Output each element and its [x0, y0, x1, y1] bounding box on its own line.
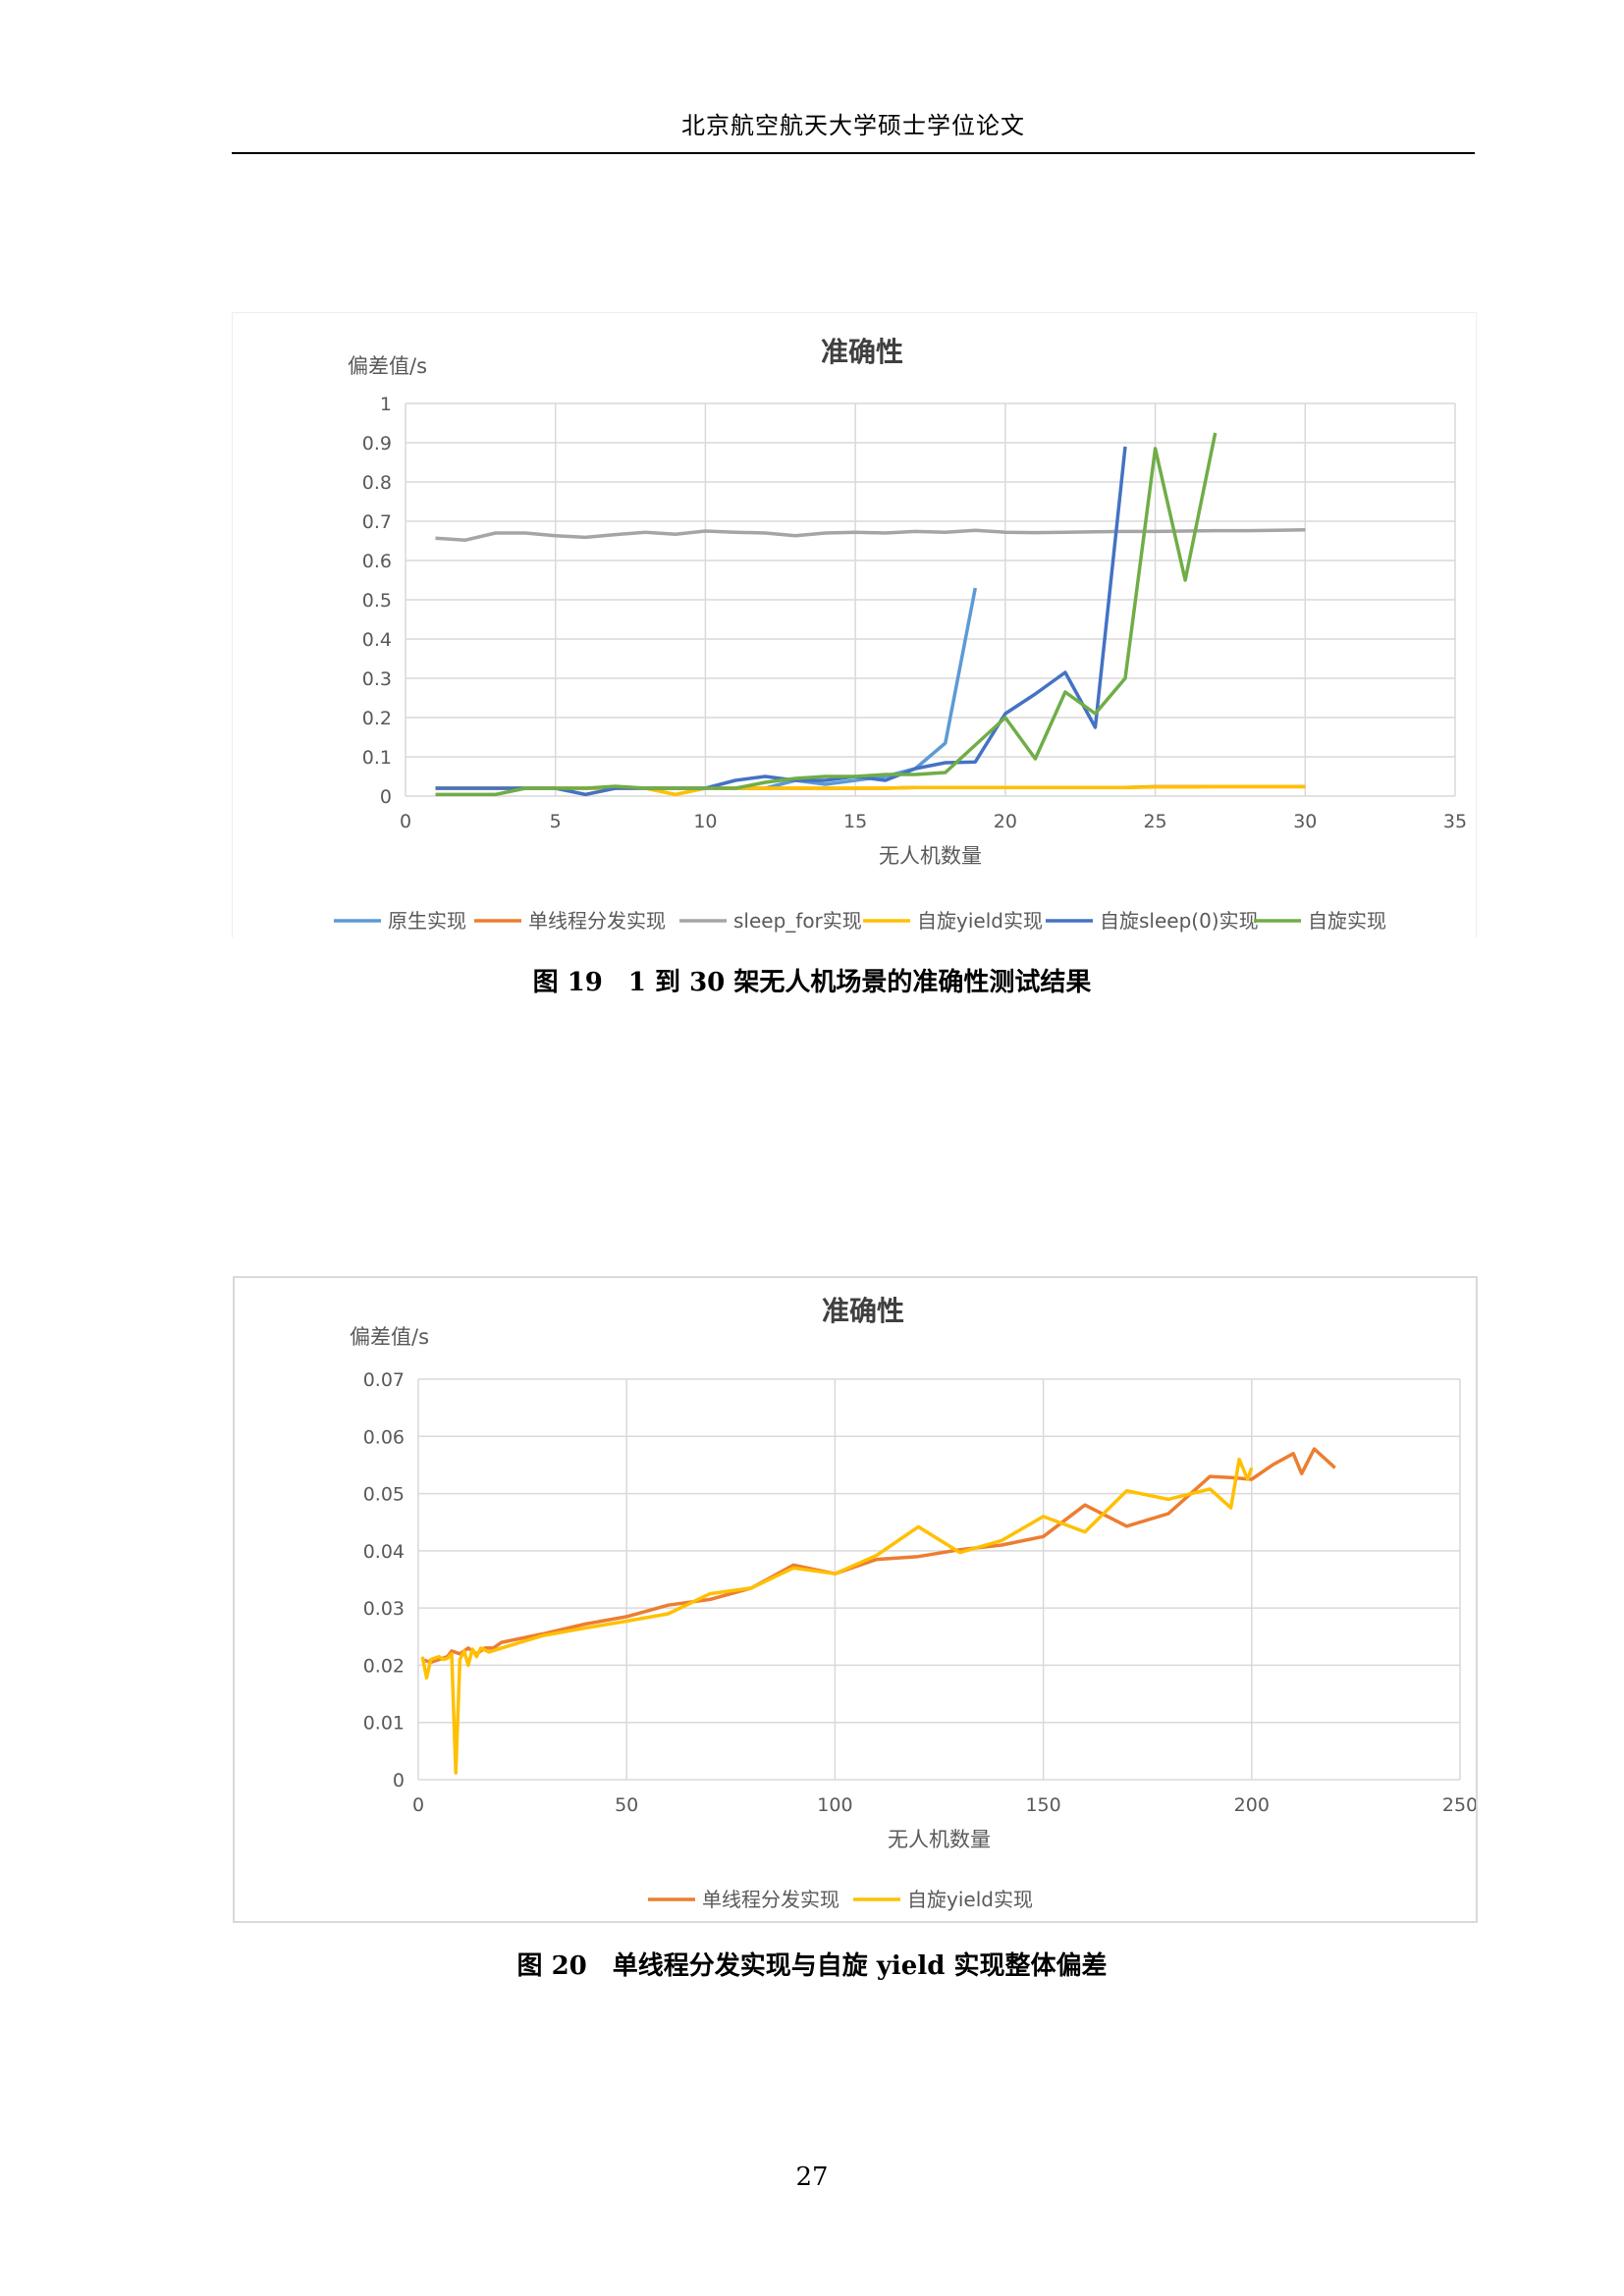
- series-line-3: [435, 528, 1306, 542]
- series-line-2: [420, 1457, 1254, 1775]
- header-rule: [232, 152, 1475, 154]
- y-tick-label: 0.2: [362, 708, 392, 729]
- series-line-6: [435, 432, 1218, 797]
- x-tick-label: 30: [1293, 811, 1317, 832]
- x-axis-label: 无人机数量: [888, 1828, 991, 1851]
- x-tick-label: 0: [400, 811, 411, 832]
- x-axis-label: 无人机数量: [879, 844, 982, 868]
- y-tick-label: 0.5: [362, 590, 392, 612]
- y-tick-label: 0.4: [362, 629, 392, 651]
- y-axis-label: 偏差值/s: [348, 354, 427, 378]
- y-tick-label: 0.05: [363, 1484, 405, 1506]
- legend-label-5: 自旋sleep(0)实现: [1100, 909, 1259, 933]
- y-axis-label: 偏差值/s: [350, 1325, 429, 1349]
- y-tick-label: 0.7: [362, 511, 392, 533]
- x-tick-label: 150: [1025, 1794, 1060, 1816]
- legend-label-6: 自旋实现: [1308, 909, 1386, 933]
- y-tick-label: 0.04: [363, 1541, 405, 1563]
- y-tick-label: 1: [380, 394, 392, 415]
- x-tick-label: 0: [412, 1794, 424, 1816]
- legend-label-1: 单线程分发实现: [702, 1888, 839, 1911]
- x-tick-label: 200: [1234, 1794, 1270, 1816]
- figure-19-caption: 图 19 1 到 30 架无人机场景的准确性测试结果: [532, 968, 1092, 997]
- legend-label-3: sleep_for实现: [733, 909, 862, 933]
- x-tick-label: 100: [817, 1794, 852, 1816]
- legend-label-4: 自旋yield实现: [917, 909, 1043, 933]
- y-tick-label: 0.07: [363, 1369, 405, 1391]
- y-tick-label: 0: [393, 1770, 405, 1791]
- y-tick-label: 0.1: [362, 747, 392, 769]
- figure-20-caption: 图 20 单线程分发实现与自旋 yield 实现整体偏差: [516, 1951, 1108, 1981]
- y-tick-label: 0.03: [363, 1598, 405, 1620]
- x-tick-label: 50: [615, 1794, 638, 1816]
- figure-19-chart: 准确性偏差值/s 0 5 10 15 20 25 30 35 0 0.1 0.2 0.3 0.4 0.5 0.…: [232, 312, 1477, 937]
- chart-title: 准确性: [822, 1295, 904, 1327]
- x-tick-label: 15: [843, 811, 867, 832]
- x-tick-label: 250: [1442, 1794, 1476, 1816]
- x-tick-label: 10: [693, 811, 717, 832]
- y-tick-label: 0.9: [362, 433, 392, 454]
- chart-title: 准确性: [821, 336, 903, 368]
- legend-label-2: 自旋yield实现: [907, 1888, 1033, 1911]
- y-tick-label: 0: [380, 786, 392, 808]
- legend-label-1: 原生实现: [388, 909, 466, 933]
- x-tick-label: 35: [1443, 811, 1467, 832]
- legend-label-2: 单线程分发实现: [528, 909, 666, 933]
- y-tick-label: 0.02: [363, 1655, 405, 1677]
- y-tick-label: 0.06: [363, 1426, 405, 1448]
- x-tick-label: 25: [1143, 811, 1166, 832]
- x-tick-label: 20: [994, 811, 1017, 832]
- y-tick-label: 0.6: [362, 551, 392, 572]
- page-number: 27: [795, 2163, 829, 2192]
- x-tick-label: 5: [550, 811, 562, 832]
- y-tick-label: 0.3: [362, 668, 392, 690]
- y-tick-label: 0.8: [362, 472, 392, 494]
- running-header: 北京航空航天大学硕士学位论文: [681, 112, 1025, 139]
- y-tick-label: 0.01: [363, 1713, 405, 1735]
- figure-20-chart: 准确性偏差值/s 0 50 100 150 200 250 0 0.01 0.02 0.03 0.04…: [233, 1276, 1478, 1923]
